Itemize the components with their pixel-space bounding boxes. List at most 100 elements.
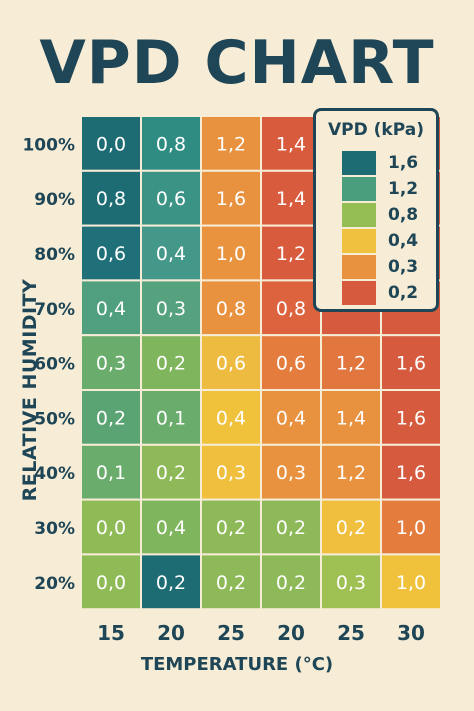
heatmap-cell	[140, 553, 202, 611]
cell-value-label: 1,4	[336, 407, 366, 429]
cell-value-label: 0,2	[276, 572, 306, 594]
legend-label: 0,2	[388, 283, 419, 303]
heatmap-cell	[140, 334, 202, 392]
heatmap-cell	[140, 115, 202, 172]
cell-value-label: 0,4	[276, 407, 306, 429]
heatmap-cell	[320, 553, 382, 611]
y-tick-label: 80%	[34, 245, 75, 265]
x-axis-label: TEMPERATURE (°C)	[140, 654, 334, 675]
y-axis-label: RELATIVE HUMIDITY	[19, 278, 41, 502]
heatmap-cell	[380, 443, 442, 501]
cell-value-label: 0,6	[156, 188, 186, 210]
cell-value-label: 0,0	[96, 572, 126, 594]
cell-value-label: 1,6	[216, 188, 246, 210]
cell-value-label: 0,2	[336, 517, 366, 539]
cell-value-label: 0,8	[216, 298, 246, 320]
x-tick-label: 20	[277, 621, 305, 645]
x-tick-label: 15	[97, 621, 125, 645]
cell-value-label: 1,0	[216, 243, 246, 265]
cell-value-label: 1,6	[396, 407, 426, 429]
cell-value-label: 0,4	[96, 298, 126, 320]
cell-value-label: 1,0	[396, 572, 426, 594]
heatmap-cell	[260, 553, 322, 611]
cell-value-label: 1,4	[276, 133, 306, 155]
legend-item: 0,2	[342, 281, 432, 305]
legend-label: 0,3	[388, 257, 419, 277]
cell-value-label: 0,3	[216, 462, 246, 484]
legend-label: 0,8	[388, 205, 419, 225]
legend: VPD (kPa) 1,6 1,2 0,8 0,4 0,3 0,2	[313, 108, 439, 312]
y-tick-label: 90%	[34, 190, 75, 210]
heatmap-cell	[320, 443, 382, 501]
heatmap-cell	[260, 169, 322, 227]
cell-value-label: 0,2	[156, 572, 186, 594]
legend-item: 1,6	[342, 151, 432, 175]
cell-value-label: 0,0	[96, 133, 126, 155]
cell-value-label: 0,4	[156, 243, 186, 265]
y-tick-label: 60%	[34, 355, 75, 375]
heatmap-cell	[200, 498, 262, 556]
heatmap-cell	[80, 334, 142, 392]
heatmap-cell	[260, 224, 322, 282]
heatmap-cell	[380, 553, 442, 611]
heatmap-cell	[200, 115, 262, 172]
cell-value-label: 0,3	[96, 353, 126, 375]
y-tick-label: 40%	[34, 464, 75, 484]
legend-swatch	[342, 229, 376, 253]
heatmap-cell	[140, 498, 202, 556]
legend-swatch	[342, 177, 376, 201]
y-tick-label: 20%	[34, 574, 75, 594]
heatmap-cell	[380, 498, 442, 556]
chart-title: VPD CHART	[39, 28, 435, 98]
cell-value-label: 0,2	[156, 353, 186, 375]
legend-swatch	[342, 255, 376, 279]
heatmap-cell	[200, 553, 262, 611]
cell-value-label: 0,2	[276, 517, 306, 539]
heatmap-cell	[140, 169, 202, 227]
legend-label: 1,6	[388, 153, 419, 173]
cell-value-label: 1,2	[336, 353, 366, 375]
heatmap-cell	[380, 334, 442, 392]
cell-value-label: 0,1	[96, 462, 126, 484]
heatmap-cell	[200, 443, 262, 501]
cell-value-label: 0,2	[156, 462, 186, 484]
cell-value-label: 0,3	[276, 462, 306, 484]
cell-value-label: 1,4	[276, 188, 306, 210]
cell-value-label: 1,2	[336, 462, 366, 484]
cell-value-label: 1,6	[396, 462, 426, 484]
cell-value-label: 0,3	[336, 572, 366, 594]
cell-value-label: 0,8	[156, 133, 186, 155]
x-tick-label: 20	[157, 621, 185, 645]
y-tick-label: 70%	[34, 300, 75, 320]
legend-item: 0,8	[342, 203, 432, 227]
y-tick-label: 100%	[22, 135, 75, 155]
heatmap-cell	[80, 224, 142, 282]
heatmap-cell	[80, 115, 142, 172]
cell-value-label: 1,2	[276, 243, 306, 265]
cell-value-label: 0,8	[96, 188, 126, 210]
y-tick-label: 30%	[34, 519, 75, 539]
legend-item: 0,4	[342, 229, 432, 253]
x-tick-label: 25	[217, 621, 245, 645]
cell-value-label: 0,2	[216, 517, 246, 539]
heatmap-cell	[80, 498, 142, 556]
cell-value-label: 0,8	[276, 298, 306, 320]
x-tick-label: 30	[397, 621, 425, 645]
cell-value-label: 0,2	[96, 407, 126, 429]
cell-value-label: 0,3	[156, 298, 186, 320]
legend-swatch	[342, 203, 376, 227]
heatmap-cell	[200, 224, 262, 282]
heatmap-cell	[380, 389, 442, 446]
legend-title: VPD (kPa)	[328, 120, 424, 140]
heatmap-cell	[140, 224, 202, 282]
cell-value-label: 1,6	[396, 353, 426, 375]
legend-swatch	[342, 281, 376, 305]
cell-value-label: 0,2	[216, 572, 246, 594]
legend-label: 1,2	[388, 179, 419, 199]
x-tick-label: 25	[337, 621, 365, 645]
legend-label: 0,4	[388, 231, 419, 251]
cell-value-label: 0,4	[156, 517, 186, 539]
legend-swatch	[342, 151, 376, 175]
legend-item: 1,2	[342, 177, 432, 201]
